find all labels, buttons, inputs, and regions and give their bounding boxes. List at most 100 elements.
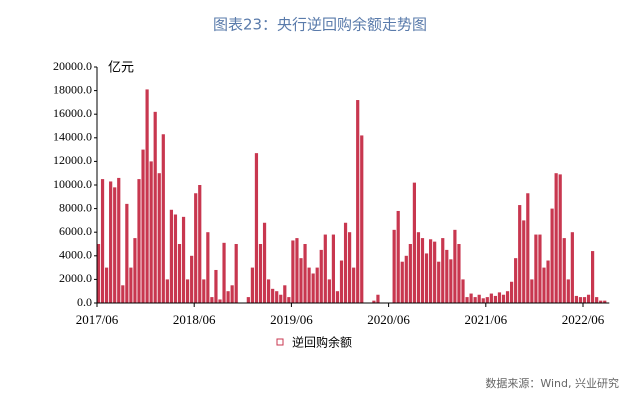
bar bbox=[582, 297, 587, 303]
bar bbox=[214, 269, 218, 303]
x-tick-label: 2020/06 bbox=[367, 312, 410, 327]
bar bbox=[360, 135, 364, 303]
bar bbox=[574, 295, 578, 303]
bar bbox=[137, 179, 141, 303]
bar bbox=[206, 232, 210, 303]
bar bbox=[514, 258, 518, 303]
bar bbox=[493, 295, 497, 303]
bar bbox=[198, 185, 202, 303]
bar bbox=[420, 238, 425, 303]
chart-title: 图表23：央行逆回购余额走势图 bbox=[213, 16, 427, 34]
bar bbox=[295, 238, 299, 303]
bar bbox=[234, 244, 238, 303]
y-tick-label: 6000.0 bbox=[59, 224, 92, 238]
bar bbox=[522, 220, 526, 303]
bar bbox=[356, 100, 360, 303]
bar bbox=[222, 242, 226, 303]
bar bbox=[230, 285, 234, 303]
bar bbox=[258, 244, 263, 303]
bar bbox=[424, 253, 429, 303]
bar bbox=[121, 285, 125, 303]
bar bbox=[396, 210, 400, 303]
bar bbox=[489, 293, 493, 303]
bar bbox=[96, 244, 101, 303]
bar bbox=[262, 222, 267, 303]
bar bbox=[133, 238, 137, 303]
bar bbox=[433, 241, 437, 303]
bar bbox=[177, 244, 182, 303]
bar bbox=[161, 134, 165, 303]
bar bbox=[113, 187, 117, 303]
bar bbox=[157, 173, 161, 303]
bar bbox=[246, 297, 250, 303]
bar bbox=[267, 279, 271, 303]
bar bbox=[181, 216, 186, 303]
bar bbox=[400, 261, 404, 303]
bar bbox=[501, 294, 506, 303]
bar bbox=[554, 173, 558, 303]
x-tick-label: 2021/06 bbox=[464, 312, 507, 327]
bar bbox=[578, 297, 583, 303]
bar bbox=[287, 297, 291, 303]
bar bbox=[105, 267, 109, 303]
bar bbox=[566, 279, 570, 303]
bar bbox=[226, 291, 230, 303]
bar bbox=[194, 193, 198, 303]
bar bbox=[372, 300, 376, 303]
bar bbox=[319, 249, 323, 303]
bar bbox=[461, 279, 465, 303]
bar bbox=[315, 267, 319, 303]
x-tick-label: 2017/06 bbox=[76, 312, 119, 327]
bar bbox=[404, 255, 408, 303]
bar bbox=[331, 234, 335, 303]
bar bbox=[311, 273, 315, 303]
bar bbox=[441, 238, 445, 303]
bar bbox=[599, 300, 603, 303]
bar bbox=[117, 177, 121, 303]
bar bbox=[485, 297, 489, 303]
bar bbox=[186, 279, 190, 303]
bar bbox=[497, 292, 502, 303]
bar bbox=[165, 279, 169, 303]
y-tick-label: 2000.0 bbox=[59, 271, 92, 285]
bar bbox=[352, 267, 356, 303]
x-tick-label: 2019/06 bbox=[270, 312, 313, 327]
bar bbox=[291, 240, 295, 303]
bar bbox=[348, 232, 352, 303]
bar bbox=[473, 297, 477, 303]
y-tick-label: 8000.0 bbox=[59, 200, 92, 214]
bar bbox=[109, 181, 113, 303]
y-tick-label: 0.0 bbox=[77, 295, 92, 309]
bar bbox=[518, 205, 522, 303]
bar bbox=[307, 267, 311, 303]
bar bbox=[275, 291, 279, 303]
bar bbox=[279, 294, 283, 303]
bar bbox=[429, 239, 433, 303]
bar bbox=[125, 203, 129, 303]
y-tick-label: 4000.0 bbox=[59, 248, 92, 262]
bar bbox=[145, 89, 149, 303]
bar bbox=[376, 294, 380, 303]
x-tick-label: 2022/06 bbox=[562, 312, 605, 327]
bar bbox=[141, 149, 145, 303]
x-tick-label: 2018/06 bbox=[173, 312, 216, 327]
bar bbox=[202, 279, 206, 303]
bar bbox=[595, 297, 599, 303]
bar bbox=[586, 294, 591, 303]
bar bbox=[453, 229, 457, 303]
bar bbox=[591, 251, 595, 303]
bar bbox=[392, 229, 396, 303]
bar bbox=[129, 267, 133, 303]
bar bbox=[250, 267, 254, 303]
bar bbox=[538, 234, 542, 303]
y-tick-label: 20000.0 bbox=[53, 59, 92, 73]
bar bbox=[299, 258, 303, 303]
bar bbox=[283, 285, 287, 303]
bar bbox=[169, 209, 173, 303]
bar bbox=[408, 244, 412, 303]
y-tick-label: 16000.0 bbox=[53, 106, 92, 120]
bar bbox=[343, 222, 348, 303]
bar bbox=[416, 232, 421, 303]
bar bbox=[570, 232, 574, 303]
